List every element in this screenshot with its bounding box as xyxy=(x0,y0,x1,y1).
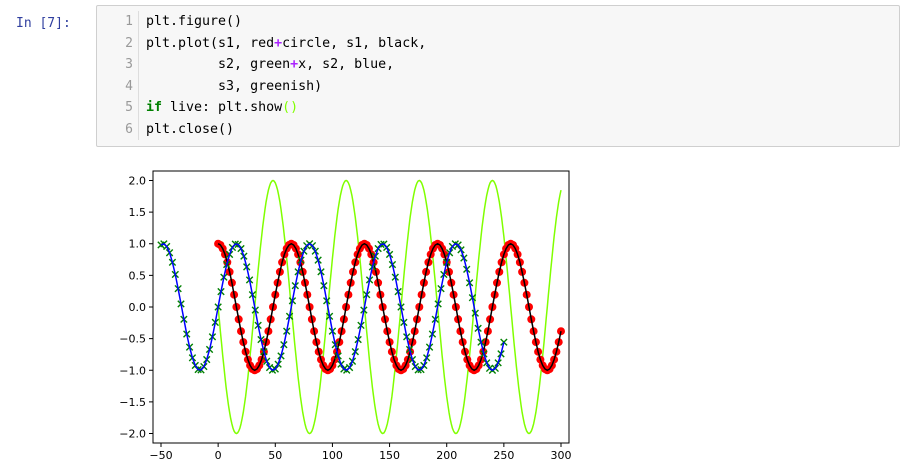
code-line: s2, green+x, s2, blue, xyxy=(146,54,891,76)
y-tick-label: −1.5 xyxy=(119,396,146,409)
code-token: plt.figure() xyxy=(146,14,243,29)
x-tick-label: 300 xyxy=(551,449,572,462)
code-token: + xyxy=(274,35,283,51)
y-tick-label: −1.0 xyxy=(119,364,146,377)
series-s2-line xyxy=(160,242,505,372)
series-s3-line xyxy=(217,179,562,435)
line-number: 2 xyxy=(125,35,133,51)
y-tick-label: −0.5 xyxy=(119,333,146,346)
code-token: plt.plot(s1, red xyxy=(146,35,275,51)
code-token: + xyxy=(290,57,299,72)
code-token: plt.close() xyxy=(146,121,235,137)
code-token: circle, s1, black, xyxy=(282,35,427,51)
code-line: if live: plt.show() xyxy=(146,97,891,119)
code-token: () xyxy=(282,100,299,115)
y-tick-label: 0.5 xyxy=(129,269,147,282)
x-tick-label: 0 xyxy=(215,449,222,462)
y-tick-label: 0.0 xyxy=(129,301,147,314)
code-token: s3, greenish) xyxy=(146,78,323,94)
x-tick-label: 100 xyxy=(322,449,343,462)
line-number: 3 xyxy=(125,57,133,72)
code-line: plt.figure() xyxy=(146,11,891,33)
code-line: s3, greenish) xyxy=(146,76,891,98)
code-token: live: plt.show xyxy=(162,100,283,115)
x-tick-label: −50 xyxy=(149,449,172,462)
code-editor[interactable]: plt.figure() plt.plot(s1, red+circle, s1,… xyxy=(138,11,891,140)
code-line: plt.close() xyxy=(146,119,891,141)
y-tick-label: 1.0 xyxy=(129,238,147,251)
cell-prompt: In [7]: xyxy=(16,16,71,31)
matplotlib-figure: −50 0 50 100 150 200 250 300 2.0 1.5 1.0 0.5 0.0 −0.5… xyxy=(119,170,572,462)
x-tick-label: 150 xyxy=(379,449,400,462)
code-token: if xyxy=(146,100,163,115)
line-number: 6 xyxy=(125,121,133,137)
code-line: plt.plot(s1, red+circle, s1, black, xyxy=(146,33,891,55)
cell-output-plot: −50 0 50 100 150 200 250 300 2.0 1.5 1.0 0.5 0.0 −0.5… xyxy=(110,160,590,469)
y-tick-label: −2.0 xyxy=(119,428,146,441)
plot-area xyxy=(157,179,565,435)
line-number-gutter: 1 2 3 4 5 6 xyxy=(97,11,138,140)
line-number: 1 xyxy=(125,14,133,29)
x-tick-label: 250 xyxy=(493,449,514,462)
x-tick-label: 200 xyxy=(436,449,457,462)
y-tick-label: 2.0 xyxy=(129,174,147,187)
line-number: 5 xyxy=(125,100,133,115)
series-s1-line xyxy=(217,242,562,372)
code-token: x, s2, blue, xyxy=(298,57,395,72)
y-tick-label: 1.5 xyxy=(129,206,147,219)
line-number: 4 xyxy=(125,78,133,94)
code-token: s2, green xyxy=(146,57,291,72)
x-tick-label: 50 xyxy=(268,449,282,462)
